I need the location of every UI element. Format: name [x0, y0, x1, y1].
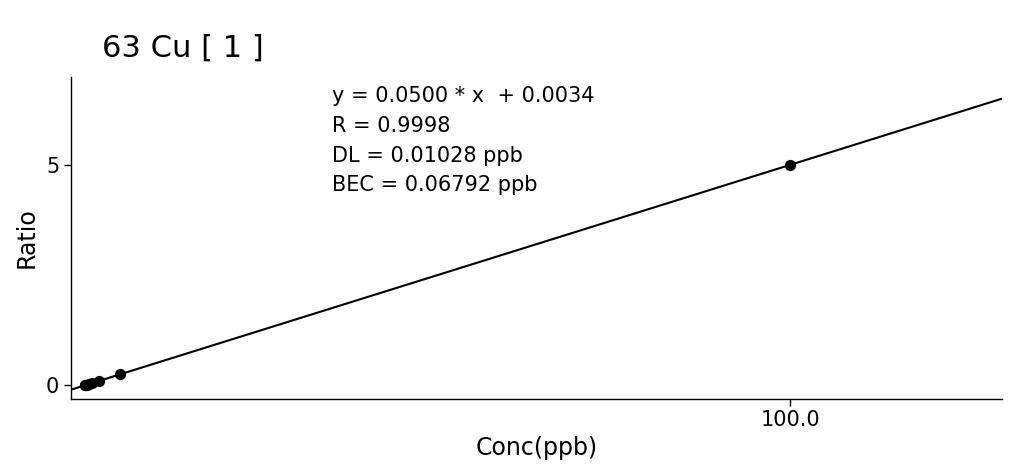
Point [84, 379, 101, 387]
X-axis label: Conc(ppb): Conc(ppb) [475, 436, 598, 460]
Point [77, 381, 94, 389]
Text: 63 Cu [ 1 ]: 63 Cu [ 1 ] [102, 33, 263, 62]
Point [782, 161, 798, 169]
Text: y = 0.0500 * x  + 0.0034
R = 0.9998
DL = 0.01028 ppb
BEC = 0.06792 ppb: y = 0.0500 * x + 0.0034 R = 0.9998 DL = … [332, 86, 594, 195]
Y-axis label: Ratio: Ratio [15, 207, 39, 268]
Point [77, 381, 94, 389]
Point [112, 370, 128, 378]
Point [80, 380, 97, 388]
Point [77, 381, 94, 389]
Point [92, 377, 108, 385]
Point [78, 381, 95, 389]
